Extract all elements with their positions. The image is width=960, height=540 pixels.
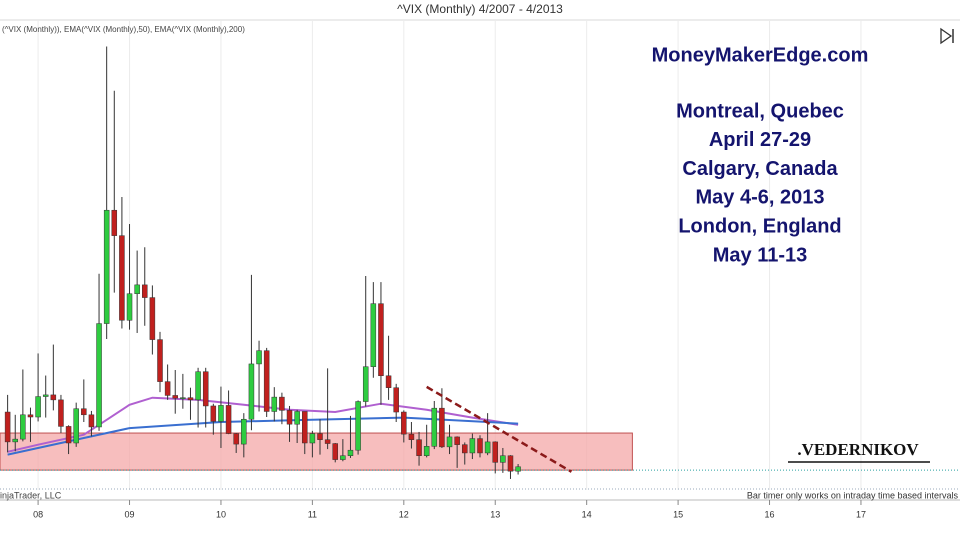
candle-body (172, 395, 178, 399)
candle-body (302, 411, 308, 444)
candle-body (73, 408, 79, 444)
candle-body (423, 446, 430, 456)
signature: .VEDERNIKOV (797, 440, 919, 459)
candle-body (500, 455, 506, 463)
candle-body (309, 433, 316, 444)
candle-body (362, 366, 369, 402)
candle-body (340, 455, 346, 460)
candle-body (385, 375, 392, 388)
candle-body (446, 436, 453, 448)
candle-body (149, 297, 156, 340)
candle-body (50, 394, 57, 401)
status-note: Bar timer only works on intraday time ba… (747, 490, 959, 500)
candle-body (294, 411, 300, 425)
candle-body (27, 414, 34, 418)
x-tick-label: 11 (308, 509, 317, 519)
zone (0, 432, 633, 471)
candle-body (324, 439, 331, 444)
x-tick-label: 16 (765, 509, 775, 519)
candle-body (507, 455, 514, 472)
candle-body (233, 433, 239, 445)
candle-body (96, 323, 102, 428)
x-tick-label: 15 (673, 509, 683, 519)
candle-body (103, 209, 110, 324)
candle-body (370, 303, 377, 367)
candle-body (271, 396, 278, 412)
candle-body (58, 399, 64, 427)
candle-body (119, 235, 125, 321)
candle-body (492, 441, 498, 463)
candle-body (157, 339, 163, 382)
x-tick-label: 17 (856, 509, 866, 519)
candle-body (431, 407, 438, 447)
candle-body (65, 426, 72, 444)
plot-area (0, 20, 960, 490)
event-line: April 27-29 (709, 129, 811, 151)
candle-body (195, 371, 201, 401)
candle-body (515, 466, 521, 472)
candle-body (347, 449, 354, 456)
chart-title: ^VIX (Monthly) 4/2007 - 4/2013 (397, 2, 563, 16)
candle-body (35, 396, 41, 418)
candle-body (81, 408, 87, 416)
candle-body (286, 410, 293, 425)
candle-body (355, 401, 361, 451)
candle-body (317, 433, 323, 440)
candle-body (241, 418, 247, 445)
x-tick-label: 08 (33, 509, 43, 519)
candle-body (180, 397, 186, 399)
candle-body (378, 303, 384, 377)
event-line: Montreal, Quebec (676, 100, 844, 122)
watermark: MoneyMakerEdge.com (652, 44, 869, 66)
candle-body (225, 405, 232, 434)
candle-body (408, 433, 415, 440)
candle-body (218, 405, 224, 422)
candle-body (111, 209, 118, 236)
candle-body (393, 387, 399, 413)
candle-body (454, 436, 460, 445)
indicator-label: (^VIX (Monthly)), EMA(^VIX (Monthly),50)… (2, 25, 245, 34)
x-tick-label: 09 (125, 509, 135, 519)
candle-body (332, 443, 338, 460)
candle-body (202, 371, 209, 407)
event-lines: Montreal, Quebec April 27-29 Calgary, Cana… (676, 100, 844, 266)
candle-body (401, 411, 407, 435)
event-line: May 4-6, 2013 (696, 187, 825, 209)
candle-body (439, 407, 445, 448)
event-line: London, England (678, 215, 841, 237)
candle-body (42, 394, 49, 397)
candle-body (210, 405, 217, 422)
candle-body (88, 414, 95, 428)
candle-body (4, 411, 11, 443)
candle-body (279, 396, 285, 411)
trendline (426, 385, 573, 473)
scroll-icon[interactable] (940, 27, 954, 45)
x-tick-label: 14 (582, 509, 592, 519)
candle-body (263, 350, 270, 412)
copyright: injaTrader, LLC (0, 490, 62, 500)
x-tick-label: 13 (490, 509, 500, 519)
title-bar (0, 0, 960, 20)
candle-body (248, 363, 255, 420)
candle-body (20, 414, 26, 440)
candle-body (256, 350, 262, 365)
x-tick-label: 12 (399, 509, 409, 519)
event-line: Calgary, Canada (682, 158, 838, 180)
candle-body (134, 284, 140, 294)
candle-body (484, 441, 491, 454)
event-line: May 11-13 (713, 244, 808, 266)
candle-body (126, 293, 133, 321)
x-tick-label: 10 (216, 509, 226, 519)
candle-body (164, 381, 171, 396)
candle-body (12, 438, 18, 443)
candle-body (142, 284, 148, 298)
candle-body (187, 397, 194, 401)
candle-body (416, 439, 422, 456)
candle-body (462, 444, 468, 454)
candle-body (469, 438, 476, 454)
candle-body (477, 438, 483, 454)
